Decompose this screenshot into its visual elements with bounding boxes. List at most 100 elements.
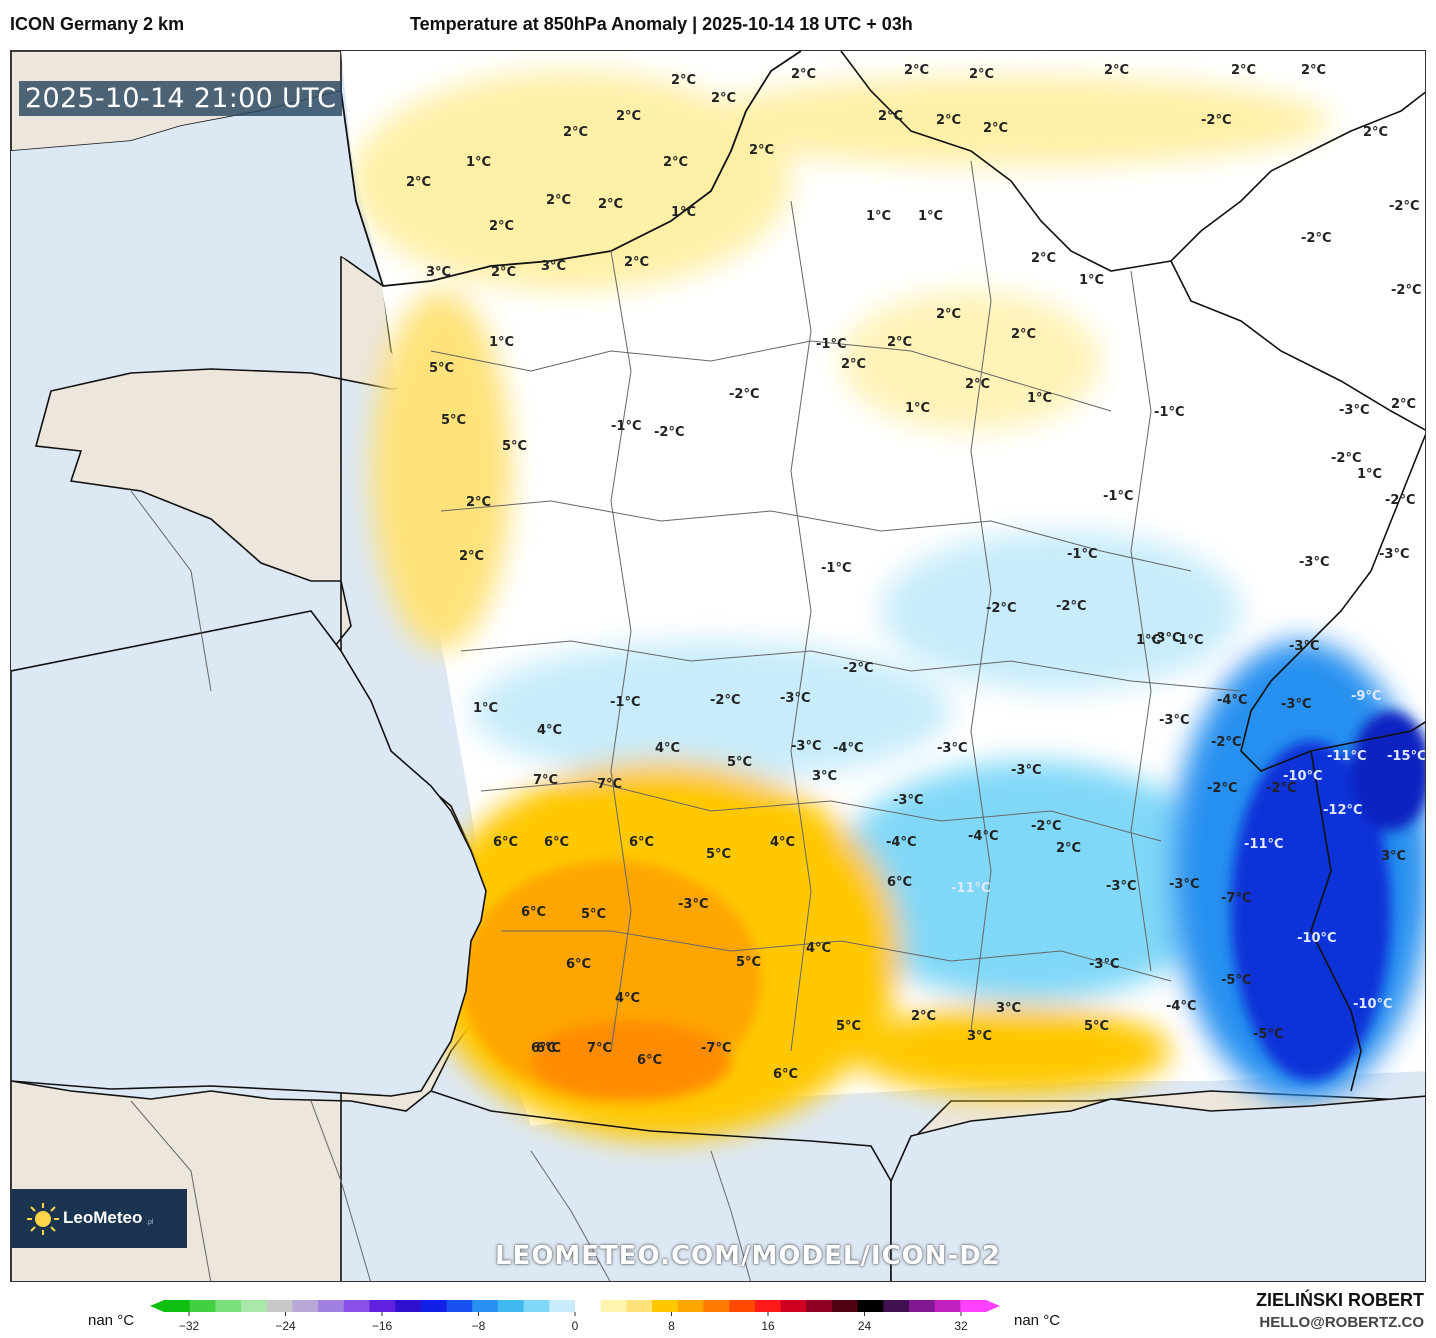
very-cold-alps-core: [1231, 741, 1391, 1081]
anomaly-label: 3°C: [541, 259, 567, 274]
legend-swatch: [189, 1300, 216, 1312]
watermark-url[interactable]: LEOMETEO.COM/MODEL/ICON-D2: [495, 1241, 1001, 1271]
anomaly-label: 2°C: [563, 125, 589, 140]
anomaly-label: 2°C: [546, 193, 572, 208]
anomaly-label: -3°C: [1011, 763, 1042, 778]
legend-swatch: [934, 1300, 961, 1312]
border-spain: [430, 1090, 892, 1182]
model-title: ICON Germany 2 km: [10, 14, 185, 34]
author-email[interactable]: HELLO@ROBERTZ.CO: [1259, 1314, 1424, 1331]
legend-swatch: [318, 1300, 345, 1312]
legend-swatch: [703, 1300, 730, 1312]
anomaly-label: 2°C: [749, 143, 775, 158]
anomaly-label: -5°C: [1221, 973, 1252, 988]
anomaly-label: -4°C: [1166, 999, 1197, 1014]
anomaly-label: -2°C: [1266, 781, 1297, 796]
legend-tick-label: −8: [472, 1319, 486, 1333]
anomaly-label: 6°C: [536, 1041, 562, 1056]
legend-swatch: [369, 1300, 396, 1312]
anomaly-label: 2°C: [969, 67, 995, 82]
logo-name: LeoMeteo: [63, 1208, 143, 1227]
anomaly-label: 1°C: [1136, 633, 1162, 648]
legend-tick-label: 0: [572, 1319, 579, 1333]
legend-swatch: [164, 1300, 191, 1312]
anomaly-label: 5°C: [706, 847, 732, 862]
anomaly-label: 2°C: [406, 175, 432, 190]
anomaly-label: -3°C: [1379, 547, 1410, 562]
author-name: ZIELIŃSKI ROBERT: [1255, 1290, 1424, 1310]
anomaly-label: -3°C: [791, 739, 822, 754]
anomaly-label: -2°C: [843, 661, 874, 676]
anomaly-label: -3°C: [780, 691, 811, 706]
anomaly-label: -1°C: [1067, 547, 1098, 562]
anomaly-label: -1°C: [1173, 633, 1204, 648]
anomaly-label: 7°C: [587, 1041, 613, 1056]
anomaly-label: -2°C: [729, 387, 760, 402]
anomaly-label: -2°C: [654, 425, 685, 440]
legend-swatch: [729, 1300, 756, 1312]
legend-swatch: [497, 1300, 525, 1312]
anomaly-label: -1°C: [1154, 405, 1185, 420]
anomaly-label: 3°C: [996, 1001, 1022, 1016]
legend-swatch: [908, 1300, 936, 1312]
anomaly-label: 4°C: [806, 941, 832, 956]
anomaly-label: -11°C: [951, 881, 991, 896]
anomaly-label: 2°C: [466, 495, 492, 510]
anomaly-label: -3°C: [1169, 877, 1200, 892]
anomaly-label: 2°C: [911, 1009, 937, 1024]
anomaly-label: 2°C: [671, 73, 697, 88]
anomaly-label: -4°C: [1217, 693, 1248, 708]
anomaly-label: 2°C: [616, 109, 642, 124]
anomaly-label: 5°C: [429, 361, 455, 376]
legend-tick-label: −16: [372, 1319, 393, 1333]
anomaly-label: 3°C: [1381, 849, 1407, 864]
map-panel[interactable]: 2025-10-14 21:00 UTC 2°C 2°C 2°C 2°C 2°C 2°C 2…: [10, 50, 1426, 1282]
legend-tick-label: 8: [668, 1319, 675, 1333]
anomaly-label: 5°C: [581, 907, 607, 922]
anomaly-label: 2°C: [1031, 251, 1057, 266]
border-switzerland: [1240, 433, 1425, 772]
anomaly-label: 2°C: [1231, 63, 1257, 78]
legend-swatch: [960, 1300, 987, 1312]
anomaly-label: 6°C: [629, 835, 655, 850]
anomaly-label: -3°C: [678, 897, 709, 912]
anomaly-label: -2°C: [1391, 283, 1422, 298]
anomaly-label: 6°C: [521, 905, 547, 920]
anomaly-label: 2°C: [624, 255, 650, 270]
anomaly-label: -1°C: [821, 561, 852, 576]
anomaly-label: 1°C: [473, 701, 499, 716]
anomaly-label: -12°C: [1323, 803, 1363, 818]
legend-arrow-left: [150, 1300, 164, 1312]
anomaly-label: -3°C: [1159, 713, 1190, 728]
legend-swatch: [395, 1300, 422, 1312]
anomaly-label: 2°C: [663, 155, 689, 170]
color-legend: −32 −24 −16 −8 0 8 16 24 32: [150, 1298, 1000, 1338]
warm-north-area: [351, 71, 791, 291]
legend-swatch: [292, 1300, 319, 1312]
legend-swatch: [215, 1300, 242, 1312]
anomaly-label: 5°C: [736, 955, 762, 970]
anomaly-label: -3°C: [1289, 639, 1320, 654]
anomaly-label: -4°C: [886, 835, 917, 850]
anomaly-map: [11, 51, 1425, 1281]
hot-pyrenees-core: [531, 1021, 731, 1101]
anomaly-label: 5°C: [836, 1019, 862, 1034]
legend-swatch: [446, 1300, 473, 1312]
leometeo-logo[interactable]: LeoMeteo .pl: [11, 1189, 187, 1248]
anomaly-label: 2°C: [965, 377, 991, 392]
sun-icon: [27, 1203, 59, 1235]
anomaly-label: 1°C: [1357, 467, 1383, 482]
anomaly-label: -3°C: [1151, 631, 1182, 646]
legend-swatch: [523, 1300, 550, 1312]
cold-rhone-area: [831, 761, 1231, 1001]
anomaly-label: 2°C: [1301, 63, 1327, 78]
anomaly-label: -10°C: [1353, 997, 1393, 1012]
anomaly-label: -2°C: [1331, 451, 1362, 466]
anomaly-label: 1°C: [905, 401, 931, 416]
anomaly-label: 2°C: [983, 121, 1009, 136]
anomaly-label: -2°C: [1056, 599, 1087, 614]
anomaly-label: -3°C: [893, 793, 924, 808]
legend-swatch: [831, 1300, 859, 1312]
anomaly-label: 2°C: [491, 265, 517, 280]
anomaly-label: -4°C: [968, 829, 999, 844]
